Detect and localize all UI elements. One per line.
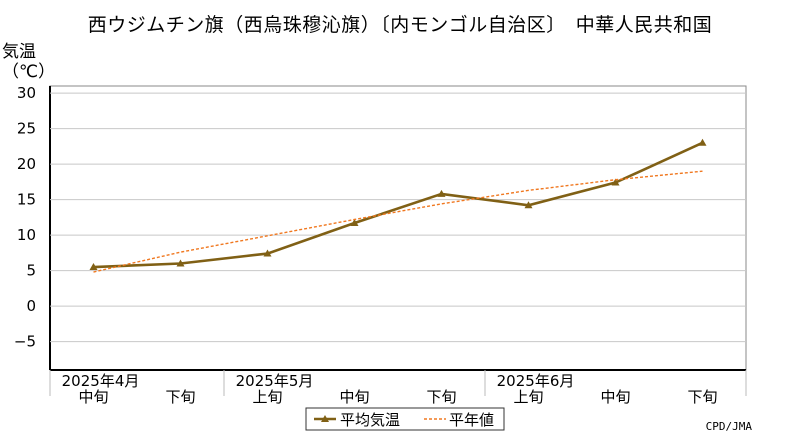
legend-mean-marker bbox=[321, 415, 329, 422]
legend-mean-label: 平均気温 bbox=[340, 411, 400, 429]
chart-title: 西ウジムチン旗（西烏珠穆沁旗）〔内モンゴル自治区〕 中華人民共和国 bbox=[87, 14, 713, 36]
y-tick-label: 5 bbox=[26, 262, 36, 280]
x-tick-label: 下旬 bbox=[426, 388, 456, 406]
y-axis-label-line1: 気温 bbox=[2, 42, 36, 62]
mean-temperature-point bbox=[176, 259, 185, 267]
y-tick-label: 10 bbox=[17, 226, 36, 244]
y-tick-label: −5 bbox=[14, 333, 36, 351]
mean-temperature-point bbox=[437, 189, 446, 197]
x-tick-label: 中旬 bbox=[339, 388, 369, 406]
mean-temperature-point bbox=[89, 263, 98, 271]
y-tick-label: 0 bbox=[26, 297, 36, 315]
legend-box bbox=[305, 407, 505, 431]
x-tick-label: 下旬 bbox=[165, 388, 195, 406]
y-tick-label: 30 bbox=[17, 84, 36, 102]
mean-temperature-point bbox=[611, 178, 620, 186]
mean-temperature-point bbox=[698, 138, 707, 146]
source-credit: CPD/JMA bbox=[705, 420, 752, 433]
mean-temperature-line bbox=[93, 141, 704, 269]
x-tick-label: 中旬 bbox=[600, 388, 630, 406]
month-label: 2025年5月 bbox=[236, 372, 314, 390]
legend-normal-label: 平年値 bbox=[449, 411, 494, 429]
y-tick-label: 15 bbox=[17, 191, 36, 209]
mean-temperature-point bbox=[350, 219, 359, 227]
normal-line bbox=[93, 170, 703, 273]
x-tick-label: 上旬 bbox=[513, 388, 543, 406]
plot-area bbox=[49, 85, 747, 371]
x-tick-label: 上旬 bbox=[252, 388, 282, 406]
x-tick-label: 中旬 bbox=[78, 388, 108, 406]
x-tick-label: 下旬 bbox=[687, 388, 717, 406]
month-label: 2025年6月 bbox=[497, 372, 575, 390]
y-axis-label: 気温 （℃） bbox=[2, 42, 55, 82]
y-tick-label: 25 bbox=[17, 120, 36, 138]
y-axis-label-line2: （℃） bbox=[2, 62, 56, 82]
mean-temperature-point bbox=[524, 201, 533, 209]
mean-temperature-point bbox=[263, 249, 272, 257]
month-label: 2025年4月 bbox=[62, 372, 140, 390]
y-tick-label: 20 bbox=[17, 155, 36, 173]
